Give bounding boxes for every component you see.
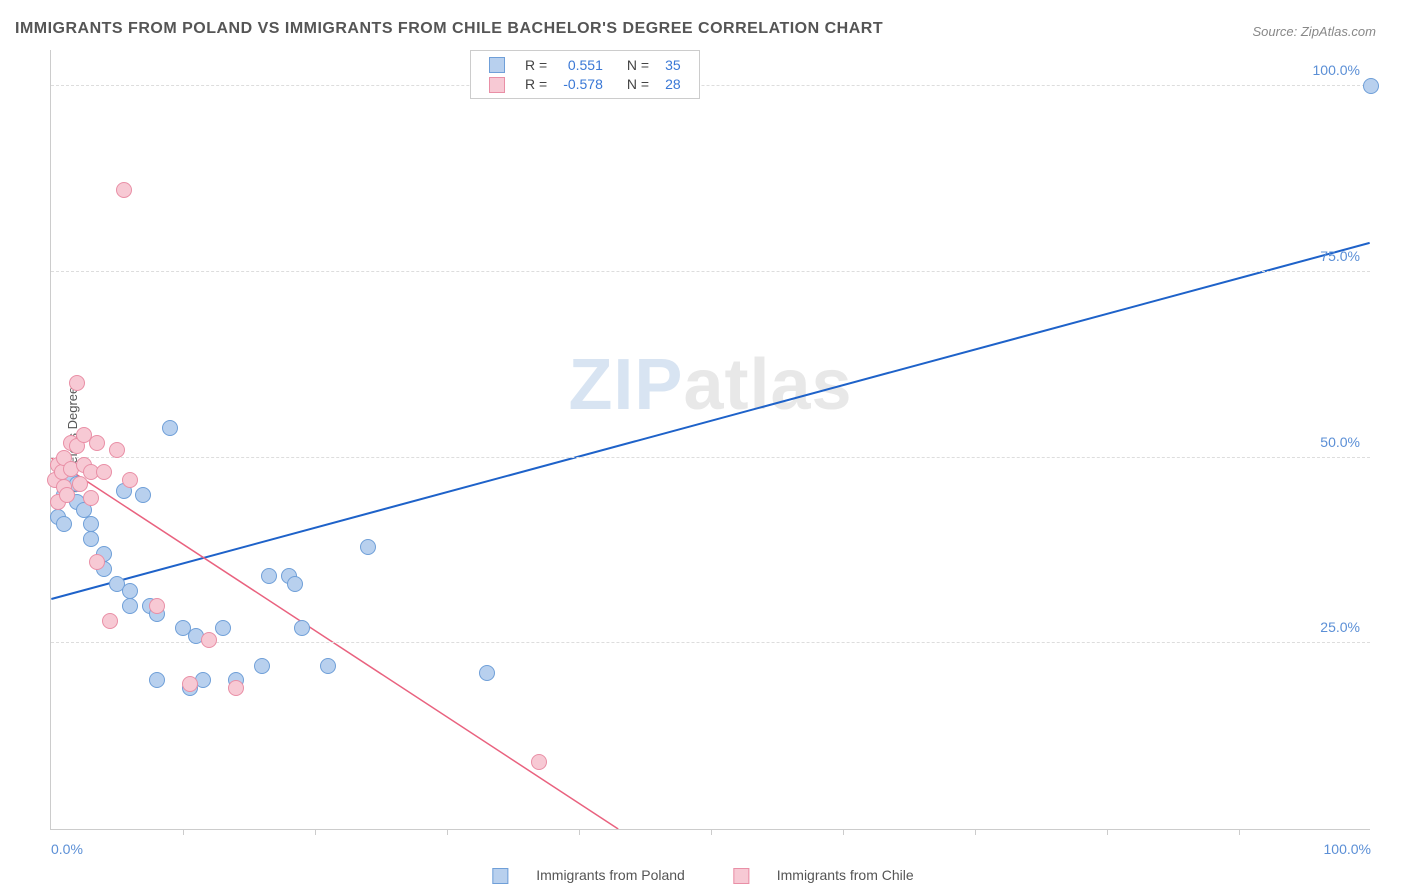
watermark-main: ZIP xyxy=(568,345,683,425)
x-tick-label: 0.0% xyxy=(51,841,83,857)
watermark: ZIPatlas xyxy=(568,344,852,426)
x-tick xyxy=(447,829,448,835)
legend-swatch xyxy=(492,868,508,884)
data-point xyxy=(1363,78,1379,94)
x-tick-label: 100.0% xyxy=(1324,841,1371,857)
x-tick xyxy=(1239,829,1240,835)
y-tick-label: 50.0% xyxy=(1320,434,1360,450)
legend-swatch xyxy=(733,868,749,884)
data-point xyxy=(83,490,99,506)
legend-item: Immigrants from Chile xyxy=(721,867,926,883)
legend-label: Immigrants from Poland xyxy=(536,867,685,883)
plot-area: Bachelor's Degree ZIPatlas 25.0%50.0%75.… xyxy=(50,50,1370,830)
x-tick xyxy=(315,829,316,835)
data-point xyxy=(59,487,75,503)
data-point xyxy=(89,435,105,451)
data-point xyxy=(201,632,217,648)
x-tick xyxy=(711,829,712,835)
data-point xyxy=(122,472,138,488)
gridline xyxy=(51,85,1370,86)
source-prefix: Source: xyxy=(1252,24,1300,39)
trend-line xyxy=(51,458,618,829)
data-point xyxy=(102,613,118,629)
data-point xyxy=(122,598,138,614)
correlation-legend: R =0.551N =35R =-0.578N =28 xyxy=(470,50,700,99)
data-point xyxy=(116,182,132,198)
y-tick-label: 100.0% xyxy=(1313,62,1360,78)
data-point xyxy=(135,487,151,503)
gridline xyxy=(51,271,1370,272)
data-point xyxy=(294,620,310,636)
data-point xyxy=(149,672,165,688)
legend-label: Immigrants from Chile xyxy=(777,867,914,883)
data-point xyxy=(109,442,125,458)
trend-lines-layer xyxy=(51,50,1370,829)
x-tick xyxy=(975,829,976,835)
r-label: R = xyxy=(517,55,555,74)
n-label: N = xyxy=(611,74,657,93)
x-tick xyxy=(183,829,184,835)
data-point xyxy=(320,658,336,674)
r-label: R = xyxy=(517,74,555,93)
legend-row: R =0.551N =35 xyxy=(481,55,689,74)
trend-line xyxy=(51,243,1369,599)
data-point xyxy=(182,676,198,692)
legend-row: R =-0.578N =28 xyxy=(481,74,689,93)
series-legend: Immigrants from Poland Immigrants from C… xyxy=(468,867,937,884)
x-tick xyxy=(1107,829,1108,835)
x-tick xyxy=(843,829,844,835)
data-point xyxy=(89,554,105,570)
data-point xyxy=(56,516,72,532)
data-point xyxy=(122,583,138,599)
data-point xyxy=(215,620,231,636)
n-value: 28 xyxy=(657,74,689,93)
data-point xyxy=(228,680,244,696)
chart-title: IMMIGRANTS FROM POLAND VS IMMIGRANTS FRO… xyxy=(15,20,883,38)
y-tick-label: 25.0% xyxy=(1320,619,1360,635)
source-name: ZipAtlas.com xyxy=(1301,24,1376,39)
data-point xyxy=(287,576,303,592)
gridline xyxy=(51,642,1370,643)
data-point xyxy=(360,539,376,555)
data-point xyxy=(254,658,270,674)
n-value: 35 xyxy=(657,55,689,74)
data-point xyxy=(96,464,112,480)
legend-item: Immigrants from Poland xyxy=(480,867,697,883)
legend-swatch xyxy=(489,77,505,93)
x-tick xyxy=(579,829,580,835)
data-point xyxy=(531,754,547,770)
r-value: -0.578 xyxy=(555,74,611,93)
data-point xyxy=(83,516,99,532)
legend-swatch xyxy=(489,57,505,73)
data-point xyxy=(69,375,85,391)
data-point xyxy=(83,531,99,547)
data-point xyxy=(479,665,495,681)
data-point xyxy=(149,598,165,614)
n-label: N = xyxy=(611,55,657,74)
source-attribution: Source: ZipAtlas.com xyxy=(1252,24,1376,39)
data-point xyxy=(261,568,277,584)
watermark-tld: atlas xyxy=(683,345,852,425)
r-value: 0.551 xyxy=(555,55,611,74)
y-tick-label: 75.0% xyxy=(1320,248,1360,264)
gridline xyxy=(51,457,1370,458)
data-point xyxy=(162,420,178,436)
